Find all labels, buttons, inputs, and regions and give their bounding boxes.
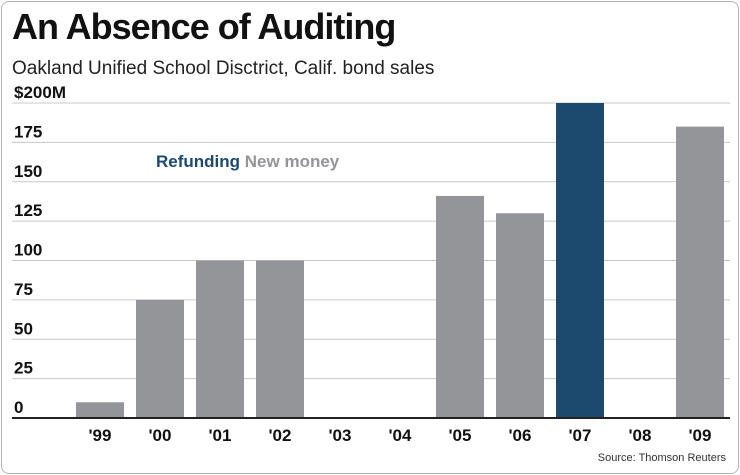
x-tick-label: '03: [329, 426, 352, 445]
x-tick-label: '07: [569, 426, 592, 445]
bars: [76, 103, 724, 418]
y-tick-label: 25: [14, 359, 33, 378]
chart-title: An Absence of Auditing: [12, 6, 396, 47]
legend: Refunding New money: [156, 152, 340, 171]
bar-new-money: [436, 195, 484, 418]
x-tick-label: '06: [509, 426, 532, 445]
y-tick-label: 100: [14, 241, 42, 260]
legend-entry: Refunding: [156, 152, 240, 171]
y-tick-label: 0: [14, 398, 23, 417]
chart-subtitle: Oakland Unified School Disctrict, Calif.…: [12, 58, 435, 79]
x-tick-label: '09: [689, 426, 712, 445]
bar-new-money: [76, 402, 124, 418]
x-tick-label: '00: [149, 426, 172, 445]
x-tick-label: '01: [209, 426, 232, 445]
y-tick-label: 175: [14, 122, 42, 141]
source-credit: Source: Thomson Reuters: [597, 452, 726, 464]
tick-labels: 0 25 50 75 100 125 150 175 $200M '99 '00 '01 '02 '03 '…: [14, 83, 711, 445]
x-tick-label: '02: [269, 426, 292, 445]
x-tick-label: '08: [629, 426, 652, 445]
legend-entry: New money: [240, 152, 340, 171]
y-tick-label: 50: [14, 319, 33, 338]
gridlines: [12, 102, 730, 380]
y-tick-label: 75: [14, 280, 33, 299]
bar-refunding: [556, 103, 604, 418]
x-tick-label: '05: [449, 426, 472, 445]
bar-new-money: [496, 213, 544, 418]
bar-new-money: [136, 299, 184, 418]
bar-new-money: [196, 260, 244, 418]
x-tick-label: '99: [89, 426, 112, 445]
y-tick-label: 125: [14, 201, 42, 220]
legend-entries: Refunding New money: [156, 152, 340, 171]
bar-new-money: [676, 126, 724, 418]
x-tick-label: '04: [389, 426, 412, 445]
y-tick-label: 150: [14, 162, 42, 181]
bar-new-money: [256, 260, 304, 418]
y-tick-label: $200M: [14, 83, 66, 102]
